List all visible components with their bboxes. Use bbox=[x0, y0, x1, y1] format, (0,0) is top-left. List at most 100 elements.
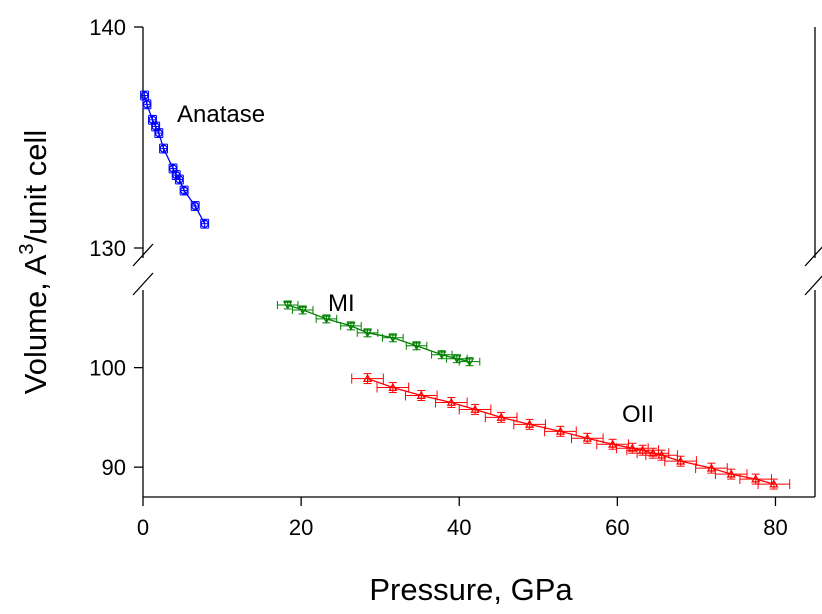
series-mi bbox=[276, 300, 481, 367]
y-axis-title-main: Volume, A bbox=[18, 254, 53, 394]
point-marker bbox=[582, 433, 592, 442]
point-marker bbox=[154, 128, 163, 138]
data-point bbox=[159, 143, 169, 154]
point-marker bbox=[470, 404, 480, 413]
data-point bbox=[382, 333, 404, 343]
y-axis-title: Volume, A3/unit cell bbox=[16, 130, 53, 394]
point-marker bbox=[452, 355, 462, 364]
axis-break-mark-left-lower bbox=[132, 272, 154, 296]
data-point bbox=[664, 455, 697, 467]
labels-layer: Pressure, GPa Volume, A3/unit cell Anatase… bbox=[16, 101, 654, 607]
point-marker bbox=[555, 426, 566, 435]
series-label-mi: MI bbox=[328, 290, 355, 317]
x-tick-label: 20 bbox=[289, 515, 313, 540]
point-marker bbox=[388, 334, 398, 343]
point-marker bbox=[140, 91, 149, 100]
y-axis-title-superscript: 3 bbox=[16, 244, 38, 255]
point-marker bbox=[608, 439, 618, 448]
series-oii bbox=[351, 373, 791, 490]
series-anatase bbox=[140, 90, 210, 229]
point-marker bbox=[751, 474, 761, 483]
point-marker bbox=[168, 164, 178, 173]
point-marker bbox=[675, 456, 686, 465]
y-tick-label: 140 bbox=[89, 15, 126, 40]
data-point bbox=[513, 418, 546, 430]
data-point bbox=[757, 478, 791, 490]
point-marker bbox=[321, 315, 332, 324]
point-marker bbox=[362, 329, 373, 338]
data-point bbox=[200, 218, 210, 229]
data-point bbox=[276, 300, 299, 310]
data-point bbox=[645, 449, 678, 461]
point-marker bbox=[524, 419, 535, 428]
point-marker bbox=[627, 443, 637, 452]
data-point bbox=[695, 462, 728, 474]
data-point bbox=[142, 99, 152, 110]
point-marker bbox=[142, 100, 152, 109]
data-point bbox=[458, 357, 481, 367]
point-marker bbox=[191, 201, 200, 211]
data-point bbox=[458, 403, 492, 415]
data-point bbox=[179, 185, 189, 196]
point-marker bbox=[151, 122, 160, 131]
point-marker bbox=[362, 373, 373, 383]
axis-break-mark-right-upper bbox=[804, 246, 822, 267]
data-point bbox=[315, 314, 338, 324]
series-label-oii: OII bbox=[622, 401, 654, 428]
point-marker bbox=[200, 219, 209, 228]
data-point bbox=[405, 341, 428, 351]
point-marker bbox=[706, 463, 717, 472]
x-axis-title: Pressure, GPa bbox=[369, 572, 573, 607]
data-point bbox=[140, 90, 150, 101]
point-marker bbox=[437, 351, 447, 360]
series-label-anatase: Anatase bbox=[177, 101, 265, 128]
data-point bbox=[544, 425, 577, 437]
series-line-mi bbox=[287, 304, 470, 363]
point-marker bbox=[416, 390, 426, 399]
data-point bbox=[291, 305, 314, 315]
point-marker bbox=[148, 115, 157, 124]
data-point bbox=[340, 321, 362, 331]
data-point bbox=[636, 447, 670, 459]
y-tick-label: 90 bbox=[102, 455, 126, 480]
x-tick-label: 80 bbox=[763, 515, 787, 540]
point-marker bbox=[769, 479, 779, 488]
point-marker bbox=[657, 450, 667, 459]
point-marker bbox=[346, 322, 356, 331]
point-marker bbox=[446, 397, 456, 406]
point-marker bbox=[283, 301, 293, 310]
data-point bbox=[431, 350, 453, 360]
point-marker bbox=[298, 306, 308, 315]
point-marker bbox=[411, 342, 422, 351]
y-axis-title-suffix: /unit cell bbox=[18, 130, 53, 244]
data-point bbox=[404, 390, 438, 401]
data-point bbox=[154, 128, 164, 138]
data-point bbox=[356, 328, 379, 338]
point-marker bbox=[159, 144, 168, 153]
y-tick-label: 130 bbox=[89, 236, 126, 261]
y-tick-label: 100 bbox=[89, 356, 126, 381]
point-marker bbox=[179, 186, 189, 195]
point-marker bbox=[726, 469, 736, 478]
axis-break-mark-left-upper bbox=[132, 243, 154, 267]
data-point bbox=[484, 411, 518, 423]
axis-break-mark-right-lower bbox=[804, 275, 822, 296]
x-tick-label: 0 bbox=[137, 515, 149, 540]
data-point bbox=[351, 373, 384, 385]
data-point bbox=[435, 397, 468, 408]
point-marker bbox=[464, 358, 475, 367]
point-marker bbox=[388, 382, 398, 392]
data-point bbox=[376, 382, 410, 394]
point-marker bbox=[496, 412, 506, 421]
series-layer bbox=[140, 90, 791, 490]
axes: 0 20 40 60 80 130 140 90 100 bbox=[89, 15, 822, 540]
x-tick-label: 40 bbox=[447, 515, 471, 540]
x-tick-label: 60 bbox=[605, 515, 629, 540]
data-point bbox=[596, 438, 629, 450]
data-point bbox=[570, 432, 604, 444]
data-point bbox=[174, 174, 184, 185]
data-point bbox=[714, 468, 748, 480]
data-point bbox=[190, 201, 200, 211]
point-marker bbox=[648, 448, 658, 457]
